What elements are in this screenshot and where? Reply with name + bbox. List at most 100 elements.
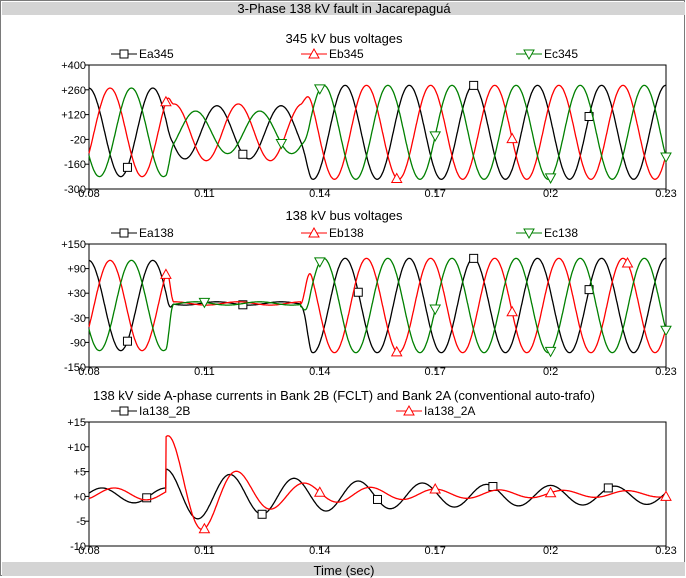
legend-marker <box>119 228 129 238</box>
data-point <box>660 490 672 501</box>
data-point <box>469 253 479 263</box>
legend-label: Ia138_2B <box>139 404 190 418</box>
data-point <box>544 173 557 184</box>
x-tick-label: 0.2 <box>543 366 558 378</box>
chart-panels: 345 kV bus voltages Ea345 Eb345 Ec345 +400 +2… <box>61 31 676 557</box>
y-tick-label: -90 <box>70 337 86 349</box>
data-point <box>488 482 498 492</box>
data-point <box>429 483 442 494</box>
series-line-Ia138_2A <box>88 435 666 531</box>
x-tick-label: 0.08 <box>78 366 99 378</box>
y-tick-label: -20 <box>70 134 86 146</box>
data-point <box>506 132 518 144</box>
data-point <box>122 336 132 346</box>
data-point <box>353 287 363 297</box>
data-point <box>238 149 248 159</box>
data-point <box>544 486 557 498</box>
y-tick-label: +15 <box>67 417 86 429</box>
y-tick-label: +0 <box>73 491 86 503</box>
data-point <box>660 152 672 163</box>
y-tick-label: +30 <box>67 288 86 300</box>
x-tick-label: 0.2 <box>543 545 558 557</box>
y-tick-label: +400 <box>61 60 86 72</box>
data-point <box>469 80 479 90</box>
y-tick-label: +10 <box>67 442 86 454</box>
data-point <box>544 346 557 358</box>
legend-marker <box>119 406 129 416</box>
x-tick-label: 0.2 <box>543 188 558 200</box>
chart-panel-1: 345 kV bus voltages Ea345 Eb345 Ec345 +400 +2… <box>61 31 676 200</box>
data-point <box>313 486 326 497</box>
x-tick-label: 0.23 <box>655 188 676 200</box>
legend-label: Ea345 <box>139 47 174 61</box>
data-point <box>373 494 382 504</box>
data-point <box>160 268 172 279</box>
xlabel-bar <box>2 562 685 576</box>
data-point <box>429 304 442 316</box>
data-point <box>390 172 403 183</box>
panel-title: 138 kV bus voltages <box>285 208 403 223</box>
y-tick-label: -300 <box>64 184 86 196</box>
data-point <box>506 305 518 317</box>
series-line-Ea345 <box>88 84 666 180</box>
data-point <box>122 162 132 172</box>
title-bar <box>2 2 685 15</box>
legend-marker <box>523 49 535 61</box>
legend-marker <box>403 404 415 416</box>
legend-label: Ec345 <box>544 47 578 61</box>
plot-area <box>88 64 667 190</box>
chart-panel-3: 138 kV side A-phase currents in Bank 2B … <box>67 388 676 557</box>
legend-label: Ea138 <box>139 226 174 240</box>
panel-title: 345 kV bus voltages <box>285 31 403 46</box>
data-point <box>660 325 672 337</box>
data-point <box>621 256 634 268</box>
plot-area <box>88 421 667 547</box>
y-tick-label: -160 <box>64 159 86 171</box>
x-tick-label: 0.14 <box>309 366 330 378</box>
y-tick-label: +5 <box>73 467 86 479</box>
y-tick-label: +90 <box>67 264 86 276</box>
x-tick-label: 0.23 <box>655 545 676 557</box>
x-tick-label: 0.14 <box>309 188 330 200</box>
data-point <box>313 84 326 95</box>
y-tick-label: -5 <box>76 516 86 528</box>
data-point <box>198 522 211 534</box>
x-tick-label: 0.11 <box>194 366 215 378</box>
legend-marker <box>119 49 129 59</box>
x-tick-label: 0.23 <box>655 366 676 378</box>
series-line-Ec345 <box>88 84 667 180</box>
chart-panel-2: 138 kV bus voltages Ea138 Eb138 Ec138 +150 +9… <box>61 208 676 378</box>
data-point <box>603 483 613 493</box>
legend-marker <box>308 47 320 59</box>
main-title: 3-Phase 138 kV fault in Jacarepaguá <box>237 1 451 16</box>
legend-label: Ec138 <box>544 226 578 240</box>
legend-label: Eb345 <box>329 47 364 61</box>
y-tick-label: -30 <box>70 313 86 325</box>
x-tick-label: 0.17 <box>424 366 445 378</box>
x-tick-label: 0.17 <box>424 188 445 200</box>
y-tick-label: -10 <box>70 541 86 553</box>
x-tick-label: 0.17 <box>424 545 445 557</box>
series-line-Ea138 <box>88 257 666 354</box>
data-point <box>160 95 172 107</box>
data-point <box>257 509 267 519</box>
y-tick-label: +120 <box>61 110 86 122</box>
data-point <box>390 345 403 357</box>
y-tick-label: -150 <box>64 362 86 374</box>
data-point <box>429 131 442 142</box>
x-tick-label: 0.11 <box>194 545 215 557</box>
x-axis-label: Time (sec) <box>314 563 375 578</box>
series-line-Ec138 <box>88 257 667 354</box>
legend-marker <box>523 228 535 240</box>
x-tick-label: 0.08 <box>78 545 99 557</box>
legend-marker <box>308 226 320 238</box>
data-point <box>313 257 326 268</box>
data-point <box>275 138 288 150</box>
x-tick-label: 0.14 <box>309 545 330 557</box>
y-tick-label: +150 <box>61 239 86 251</box>
y-tick-label: +260 <box>61 85 86 97</box>
x-tick-label: 0.08 <box>78 188 99 200</box>
panel-title: 138 kV side A-phase currents in Bank 2B … <box>93 388 595 403</box>
